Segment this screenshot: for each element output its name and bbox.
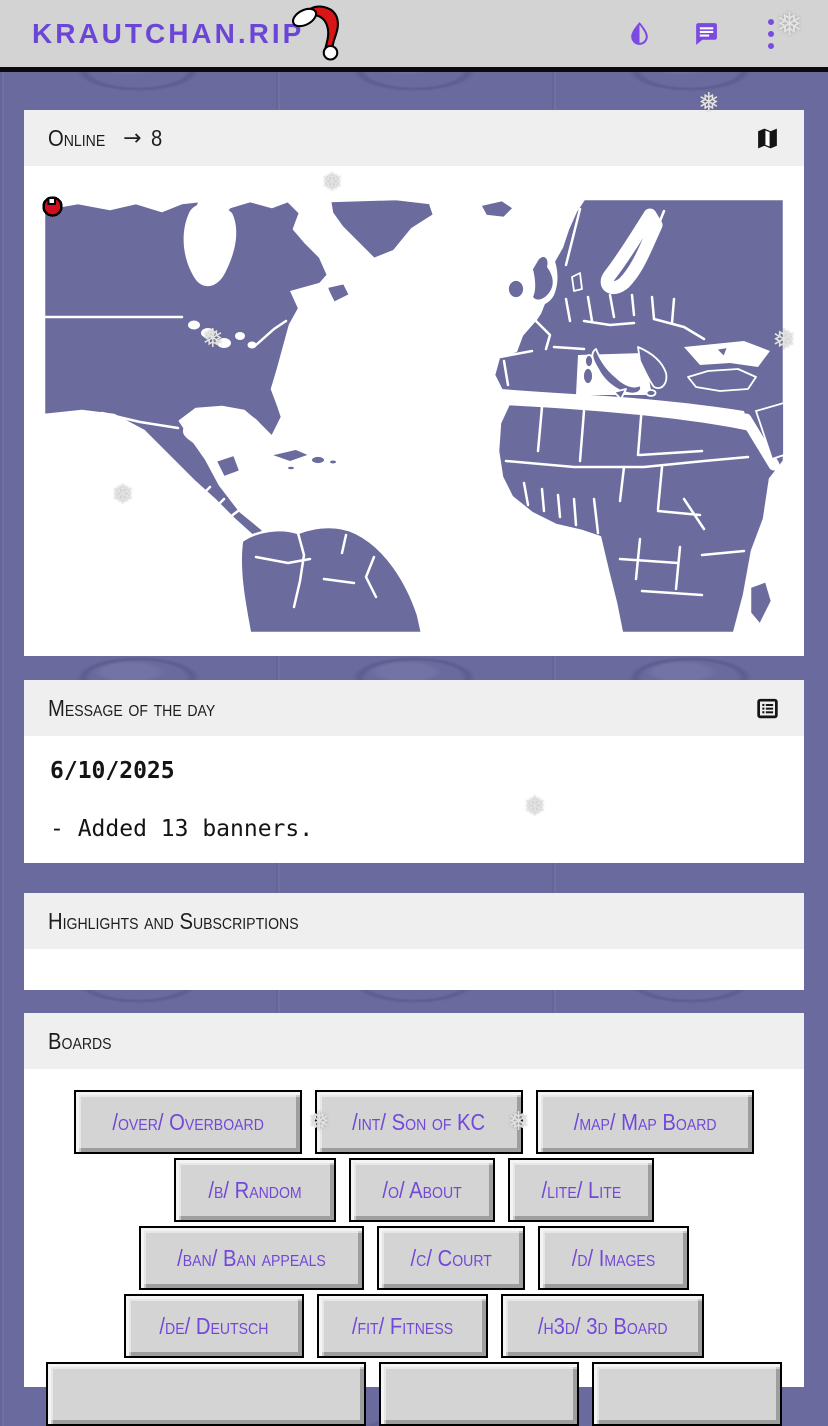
board-button-lite[interactable]: /lite/ Lite [507,1158,655,1222]
topbar-actions [624,0,786,67]
board-row: /over/ Overboard ❅ /int/ Son of KC ❅ /ma… [24,1090,804,1154]
board-button-cutoff[interactable] [379,1362,579,1426]
motd-title: Message of the day [48,694,216,721]
world-map[interactable] [42,196,786,635]
map-view-button[interactable] [752,123,782,153]
board-label: /fit/ Fitness [351,1312,453,1339]
board-row: /b/ Random /o/ About /lite/ Lite [24,1158,804,1222]
red-ball-marker-icon [42,194,63,222]
motd-card: Message of the day 6/10/2025 - Added 13 … [24,680,804,863]
online-label: Online [48,124,106,151]
chat-bubble-icon [695,23,717,45]
invert-colors-icon [630,22,648,45]
motd-date: 6/10/2025 [50,758,175,784]
top-bar: KRAUTCHAN.RIP [0,0,828,72]
overflow-menu-button[interactable] [756,18,786,49]
santa-hat-icon [290,2,344,67]
world-map-svg [42,197,786,635]
boards-body: /over/ Overboard ❅ /int/ Son of KC ❅ /ma… [24,1069,804,1426]
highlights-card-header: Highlights and Subscriptions [24,893,804,949]
highlights-card: Highlights and Subscriptions [24,893,804,990]
board-row: /de/ Deutsch /fit/ Fitness /h3d/ 3d Boar… [24,1294,804,1358]
motd-card-header: Message of the day [24,680,804,736]
board-label: /lite/ Lite [541,1176,621,1203]
board-label: /c/ Court [410,1244,492,1271]
chat-button[interactable] [690,19,720,49]
board-button-over[interactable]: /over/ Overboard [74,1090,303,1154]
board-button-int[interactable]: ❅ /int/ Son of KC ❅ [308,1090,530,1154]
board-label: /d/ Images [571,1244,656,1271]
board-button-fit[interactable]: /fit/ Fitness [316,1294,488,1358]
online-card-body [24,166,804,657]
board-label: /h3d/ 3d Board [537,1312,668,1339]
board-label: /map/ Map Board [573,1108,717,1135]
online-card: Online → 8 [24,110,804,656]
board-button-de[interactable]: /de/ Deutsch [123,1294,304,1358]
motd-body: 6/10/2025 - Added 13 banners. [24,736,804,864]
boards-title: Boards [48,1027,112,1054]
board-button-o[interactable]: /o/ About [348,1158,495,1222]
snowflake-icon: ❅ [507,1107,530,1137]
online-card-header: Online → 8 [24,110,804,166]
list-alt-icon [756,698,778,718]
motd-entry: - Added 13 banners. [50,816,314,842]
board-label: /int/ Son of KC [352,1108,486,1135]
boards-card: Boards /over/ Overboard ❅ /int/ Son of K… [24,1013,804,1426]
highlights-title: Highlights and Subscriptions [48,907,299,934]
board-label: /ban/ Ban appeals [177,1244,326,1271]
board-label: /de/ Deutsch [159,1312,269,1339]
boards-card-header: Boards [24,1013,804,1069]
board-row: /ban/ Ban appeals /c/ Court /d/ Images [24,1226,804,1290]
site-title[interactable]: KRAUTCHAN.RIP [32,17,305,49]
online-count: 8 [151,124,163,151]
board-row [24,1362,804,1426]
arrow-icon: → [123,125,142,151]
board-label: /b/ Random [207,1176,302,1203]
map-icon [757,128,777,148]
kebab-menu-icon [768,18,774,49]
board-button-d[interactable]: /d/ Images [538,1226,690,1290]
board-button-c[interactable]: /c/ Court [376,1226,526,1290]
online-status: Online → 8 [48,125,164,152]
board-button-map[interactable]: /map/ Map Board [535,1090,754,1154]
santa-hat-svg [291,5,339,61]
snowflake-icon: ❅ [308,1107,331,1137]
board-button-cutoff[interactable] [46,1362,366,1426]
board-button-h3d[interactable]: /h3d/ 3d Board [500,1294,705,1358]
board-button-ban[interactable]: /ban/ Ban appeals [138,1226,364,1290]
board-label: /o/ About [382,1176,462,1203]
theme-toggle-button[interactable] [624,19,654,49]
board-label: /over/ Overboard [112,1108,264,1135]
motd-list-button[interactable] [752,693,782,723]
board-button-b[interactable]: /b/ Random [173,1158,336,1222]
board-button-cutoff[interactable] [592,1362,782,1426]
